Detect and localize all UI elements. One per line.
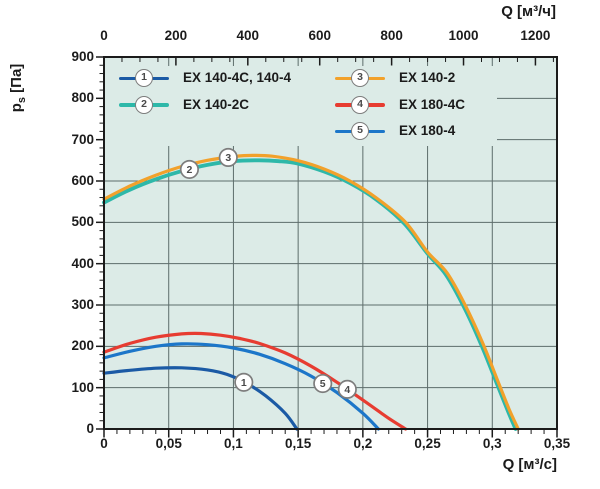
legend-number-3: 3 <box>351 69 369 87</box>
axis-box <box>103 56 558 430</box>
bottom-x-tick-label: 0,15 <box>285 436 312 451</box>
top-x-tick-label: 600 <box>308 28 331 43</box>
bottom-x-tick-label: 0,35 <box>543 436 571 451</box>
curve-marker-3 <box>218 147 238 167</box>
bottom-x-tick-label: 0,2 <box>353 436 373 451</box>
legend: 1 EX 140-4C, 140-4 2 EX 140-2C 3 EX 140-2 4 EX … <box>105 66 497 146</box>
curve-1 <box>102 366 299 431</box>
curve-marker-number-3: 3 <box>225 152 231 164</box>
bottom-x-tick-label: 0,1 <box>224 436 243 451</box>
top-x-axis-title: Q [м³/ч] <box>501 3 556 20</box>
legend-backdrop <box>105 66 497 146</box>
curve-4 <box>102 331 408 431</box>
top-x-tick-label: 400 <box>236 28 260 43</box>
y-tick-label: 200 <box>71 338 94 354</box>
bottom-x-tick-label: 0,05 <box>155 436 182 451</box>
bottom-x-tick-label: 0 <box>100 436 108 451</box>
top-x-tick-label: 0 <box>100 28 108 43</box>
curve-marker-number-2: 2 <box>187 164 193 176</box>
legend-number-1: 1 <box>135 69 153 87</box>
top-x-tick-label: 1200 <box>520 28 551 43</box>
curve-marker-1 <box>234 372 254 392</box>
y-tick-label: 600 <box>71 173 94 188</box>
y-axis-title-subscript: s <box>16 97 28 104</box>
legend-number-4: 4 <box>351 95 369 114</box>
legend-label-1: EX 140-4C, 140-4 <box>183 70 292 85</box>
legend-label-5: EX 180-4 <box>399 123 456 138</box>
y-tick-label: 500 <box>71 214 94 230</box>
legend-label-2: EX 140-2C <box>183 96 250 112</box>
curve-marker-number-5: 5 <box>320 378 326 390</box>
curve-marker-number-1: 1 <box>241 377 247 389</box>
y-tick-label: 800 <box>71 90 94 106</box>
y-axis-title: ps [Па] <box>8 46 28 130</box>
curve-marker-5 <box>313 373 333 394</box>
legend-label-4: EX 180-4C <box>399 96 466 112</box>
legend-number-2: 2 <box>135 95 153 114</box>
curve-marker-2 <box>179 159 199 179</box>
y-tick-label: 700 <box>71 131 94 147</box>
bottom-x-tick-label: 0,25 <box>414 436 441 451</box>
bottom-x-tick-label: 0,3 <box>482 436 502 451</box>
bottom-x-axis-title: Q [м³/с] <box>502 456 557 473</box>
y-tick-label: 100 <box>71 379 94 395</box>
y-axis-title-unit: [Па] <box>8 63 25 97</box>
top-x-tick-label: 1000 <box>448 28 479 43</box>
y-tick-label: 0 <box>86 421 94 436</box>
y-tick-label: 900 <box>71 49 94 64</box>
legend-number-5: 5 <box>351 122 369 140</box>
curve-marker-4 <box>337 379 357 399</box>
top-x-tick-label: 800 <box>380 28 403 43</box>
y-tick-label: 400 <box>71 255 94 271</box>
y-axis-title-symbol: p <box>8 103 25 113</box>
curve-marker-number-4: 4 <box>344 384 350 396</box>
y-tick-label: 300 <box>71 297 94 312</box>
top-x-tick-label: 200 <box>164 28 188 43</box>
legend-label-3: EX 140-2 <box>399 70 456 85</box>
